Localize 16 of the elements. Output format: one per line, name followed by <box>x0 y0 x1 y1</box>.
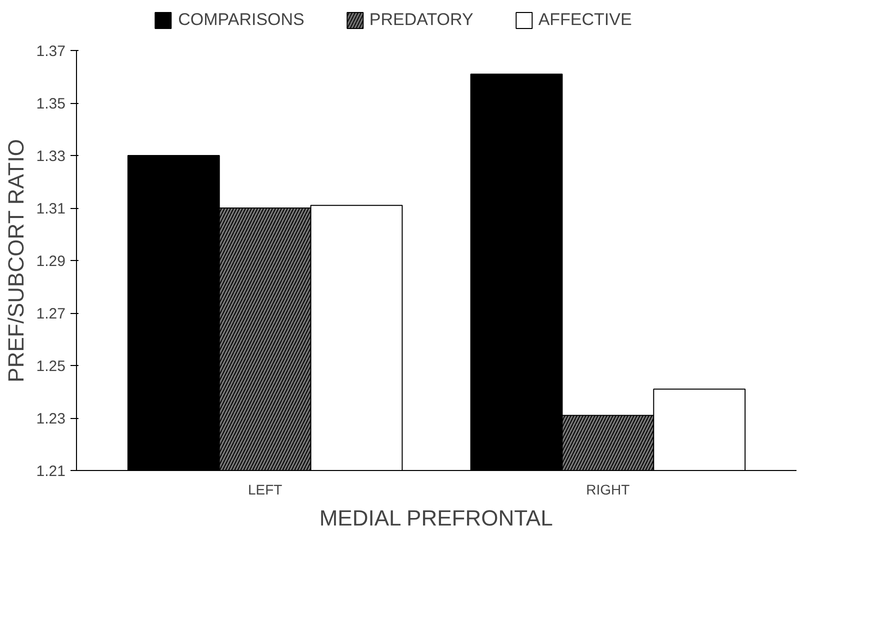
y-tick-label: 1.33 <box>36 148 66 165</box>
y-tick-label: 1.27 <box>36 306 66 322</box>
x-axis-title: MEDIAL PREFRONTAL <box>319 506 553 530</box>
y-axis-title: PREF/SUBCORT RATIO <box>3 139 28 382</box>
legend-label: PREDATORY <box>369 10 474 30</box>
y-tick-label: 1.35 <box>36 96 66 112</box>
legend-label: COMPARISONS <box>178 10 304 30</box>
x-tick-label: LEFT <box>248 482 283 498</box>
y-tick-label: 1.21 <box>36 463 66 480</box>
y-tick-label: 1.37 <box>36 43 66 60</box>
y-tick-label: 1.23 <box>36 410 66 428</box>
x-tick-label: RIGHT <box>586 482 630 498</box>
y-tick-label: 1.31 <box>36 200 66 218</box>
y-tick-label: 1.25 <box>36 358 66 375</box>
y-tick-label: 1.29 <box>36 253 66 270</box>
legend-label: AFFECTIVE <box>538 10 632 30</box>
